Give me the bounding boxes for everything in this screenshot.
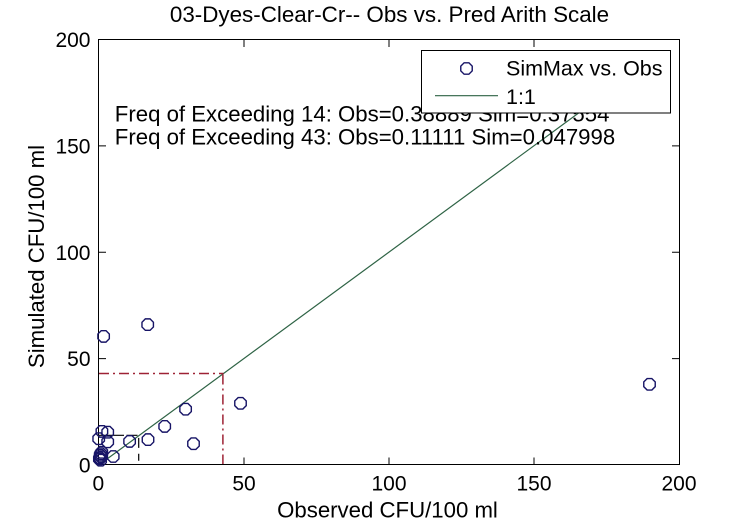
svg-text:03-Dyes-Clear-Cr-- Obs vs. Pre: 03-Dyes-Clear-Cr-- Obs vs. Pred Arith Sc… bbox=[170, 2, 609, 27]
svg-text:200: 200 bbox=[661, 473, 696, 496]
svg-text:Observed CFU/100 ml: Observed CFU/100 ml bbox=[277, 498, 498, 523]
svg-text:150: 150 bbox=[55, 135, 90, 158]
svg-text:50: 50 bbox=[232, 473, 255, 496]
svg-text:50: 50 bbox=[67, 348, 90, 371]
svg-text:Freq of Exceeding 43: Obs=0.11: Freq of Exceeding 43: Obs=0.11111 Sim=0.… bbox=[115, 125, 615, 150]
svg-text:0: 0 bbox=[92, 473, 104, 496]
svg-text:Simulated CFU/100 ml: Simulated CFU/100 ml bbox=[24, 145, 49, 368]
svg-text:0: 0 bbox=[79, 455, 91, 478]
svg-text:100: 100 bbox=[55, 242, 90, 265]
svg-text:SimMax vs. Obs: SimMax vs. Obs bbox=[506, 57, 663, 81]
svg-text:100: 100 bbox=[371, 473, 406, 496]
svg-text:1:1: 1:1 bbox=[506, 85, 536, 109]
svg-text:150: 150 bbox=[516, 473, 551, 496]
svg-text:200: 200 bbox=[55, 29, 90, 52]
